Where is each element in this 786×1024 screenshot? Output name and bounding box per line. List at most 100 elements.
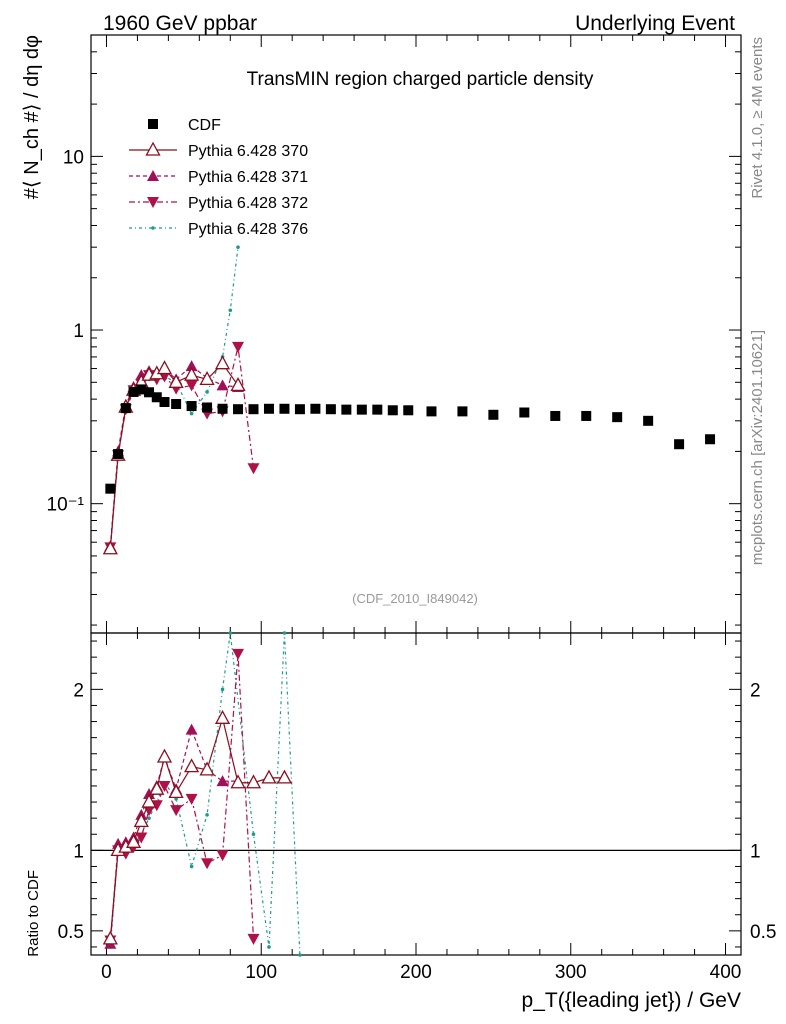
ratio-pythia-6-428-372-point	[232, 648, 245, 660]
ratio-y-tick-label: 1	[73, 841, 84, 862]
ratio-y-tick-label-right: 2	[750, 680, 761, 701]
main-cdf-point	[144, 387, 155, 398]
main-cdf-point	[581, 410, 592, 421]
main-cdf-point	[128, 386, 139, 397]
main-pythia-6-428-372-point	[247, 463, 260, 475]
main-cdf-point	[159, 397, 170, 408]
main-cdf-point	[387, 405, 398, 416]
main-cdf-point	[171, 398, 182, 409]
legend-marker	[147, 170, 159, 181]
main-pythia-6-428-376-point	[236, 245, 240, 249]
ratio-pythia-6-428-372-point	[185, 793, 198, 805]
main-pythia-6-428-370-point	[168, 373, 184, 388]
analysis-label: (CDF_2010_I849042)	[352, 591, 478, 606]
main-pythia-6-428-370-point	[184, 366, 200, 381]
main-cdf-point	[263, 403, 274, 414]
main-cdf-point	[356, 404, 367, 415]
ratio-pythia-6-428-372-point	[135, 832, 148, 844]
main-ylabel: #⟨ N_ch #⟩ / dη dφ	[21, 35, 43, 199]
header-left: 1960 GeV ppbar	[103, 12, 257, 35]
mcplots-label: mcplots.cern.ch [arXiv:2401.10621]	[749, 330, 766, 565]
legend-label: Pythia 6.428 371	[188, 169, 308, 186]
ratio-pythia-6-428-372-point	[143, 805, 156, 817]
main-cdf-point	[457, 406, 468, 417]
main-series-group	[102, 245, 716, 555]
main-pythia-6-428-371-point	[216, 379, 229, 391]
legend-label: Pythia 6.428 370	[188, 143, 308, 160]
main-cdf-point	[233, 404, 244, 415]
ratio-pythia-6-428-376-point	[189, 864, 194, 869]
legend-label: Pythia 6.428 376	[188, 221, 308, 238]
ratio-pythia-6-428-370-point	[184, 758, 200, 773]
ratio-pythia-6-428-372-point	[216, 850, 229, 862]
ratio-pythia-6-428-371-line	[109, 727, 239, 944]
x-tick-label: 400	[710, 962, 742, 983]
legend-marker	[148, 119, 158, 129]
ratio-pythia-6-428-376-point	[220, 687, 225, 692]
main-cdf-point	[372, 404, 383, 415]
ratio-y-tick-label-right: 1	[750, 841, 761, 862]
ratio-pythia-6-428-370-point	[133, 813, 149, 828]
main-pythia-6-428-376-point	[228, 308, 233, 313]
main-cdf-point	[186, 401, 197, 412]
main-cdf-point	[151, 392, 162, 403]
ratio-pythia-6-428-370-point	[261, 769, 277, 784]
main-cdf-point	[279, 403, 290, 414]
main-cdf-point	[294, 404, 305, 415]
y-tick-label: 1	[73, 321, 84, 342]
main-cdf-point	[217, 403, 228, 414]
xlabel: p_T({leading jet}) / GeV	[522, 989, 741, 1012]
main-cdf-point	[674, 439, 685, 450]
main-cdf-point	[643, 415, 654, 426]
main-pythia-6-428-372-point	[232, 341, 245, 353]
main-cdf-point	[488, 409, 499, 420]
ratio-pythia-6-428-370-point	[141, 793, 157, 808]
main-cdf-point	[519, 407, 530, 418]
ratio-pythia-6-428-372-point	[158, 780, 171, 792]
ratio-pythia-6-428-372-point	[170, 805, 183, 817]
main-cdf-point	[403, 405, 414, 416]
main-pythia-6-428-370-point	[230, 377, 246, 392]
header-right: Underlying Event	[575, 12, 735, 35]
ratio-pythia-6-428-370-point	[276, 769, 293, 784]
ratio-pythia-6-428-372-point	[247, 933, 260, 945]
main-cdf-point	[612, 412, 623, 423]
main-pythia-6-428-371-point	[185, 360, 198, 372]
ratio-pythia-6-428-372-point	[201, 858, 214, 870]
plot-title: TransMIN region charged particle density	[247, 69, 594, 90]
ratio-series-group	[102, 631, 302, 957]
main-cdf-point	[202, 402, 213, 413]
ratio-pythia-6-428-370-point	[156, 748, 173, 763]
main-cdf-point	[310, 403, 321, 414]
main-cdf-point	[120, 403, 131, 414]
x-tick-label: 100	[245, 962, 277, 983]
ratio-y-tick-label: 2	[73, 680, 84, 701]
ratio-pythia-6-428-376-point	[205, 813, 209, 817]
ratio-pythia-6-428-370-point	[149, 780, 165, 795]
main-cdf-point	[426, 406, 437, 417]
y-tick-label: 10⁻¹	[47, 495, 85, 516]
legend-label: Pythia 6.428 372	[188, 195, 308, 212]
ratio-pythia-6-428-376-point	[147, 816, 151, 820]
main-cdf-point	[136, 384, 147, 395]
ratio-pythia-6-428-376-line	[109, 632, 301, 956]
ratio-pythia-6-428-370-point	[168, 784, 184, 799]
ratio-pythia-6-428-370-point	[102, 930, 118, 945]
x-tick-label: 300	[555, 962, 587, 983]
ratio-y-tick-label-right: 0.5	[750, 922, 776, 943]
ratio-pythia-6-428-376-point	[267, 945, 271, 949]
legend: CDF Pythia 6.428 370 Pythia 6.428 371 Pythi…	[129, 117, 308, 238]
legend-marker	[145, 141, 161, 156]
ratio-pythia-6-428-371-point	[185, 723, 198, 735]
main-cdf-point	[325, 404, 336, 415]
main-pythia-6-428-370-point	[102, 540, 118, 555]
rivet-label: Rivet 4.1.0, ≥ 4M events	[749, 37, 766, 199]
main-pythia-6-428-372-point	[185, 380, 198, 392]
x-tick-label: 0	[101, 962, 112, 983]
legend-marker	[151, 226, 155, 230]
ratio-pythia-6-428-370-point	[230, 774, 246, 789]
ratio-pythia-6-428-370-point	[245, 774, 262, 789]
x-tick-label: 200	[400, 962, 432, 983]
ratio-pythia-6-428-370-point	[199, 761, 215, 776]
